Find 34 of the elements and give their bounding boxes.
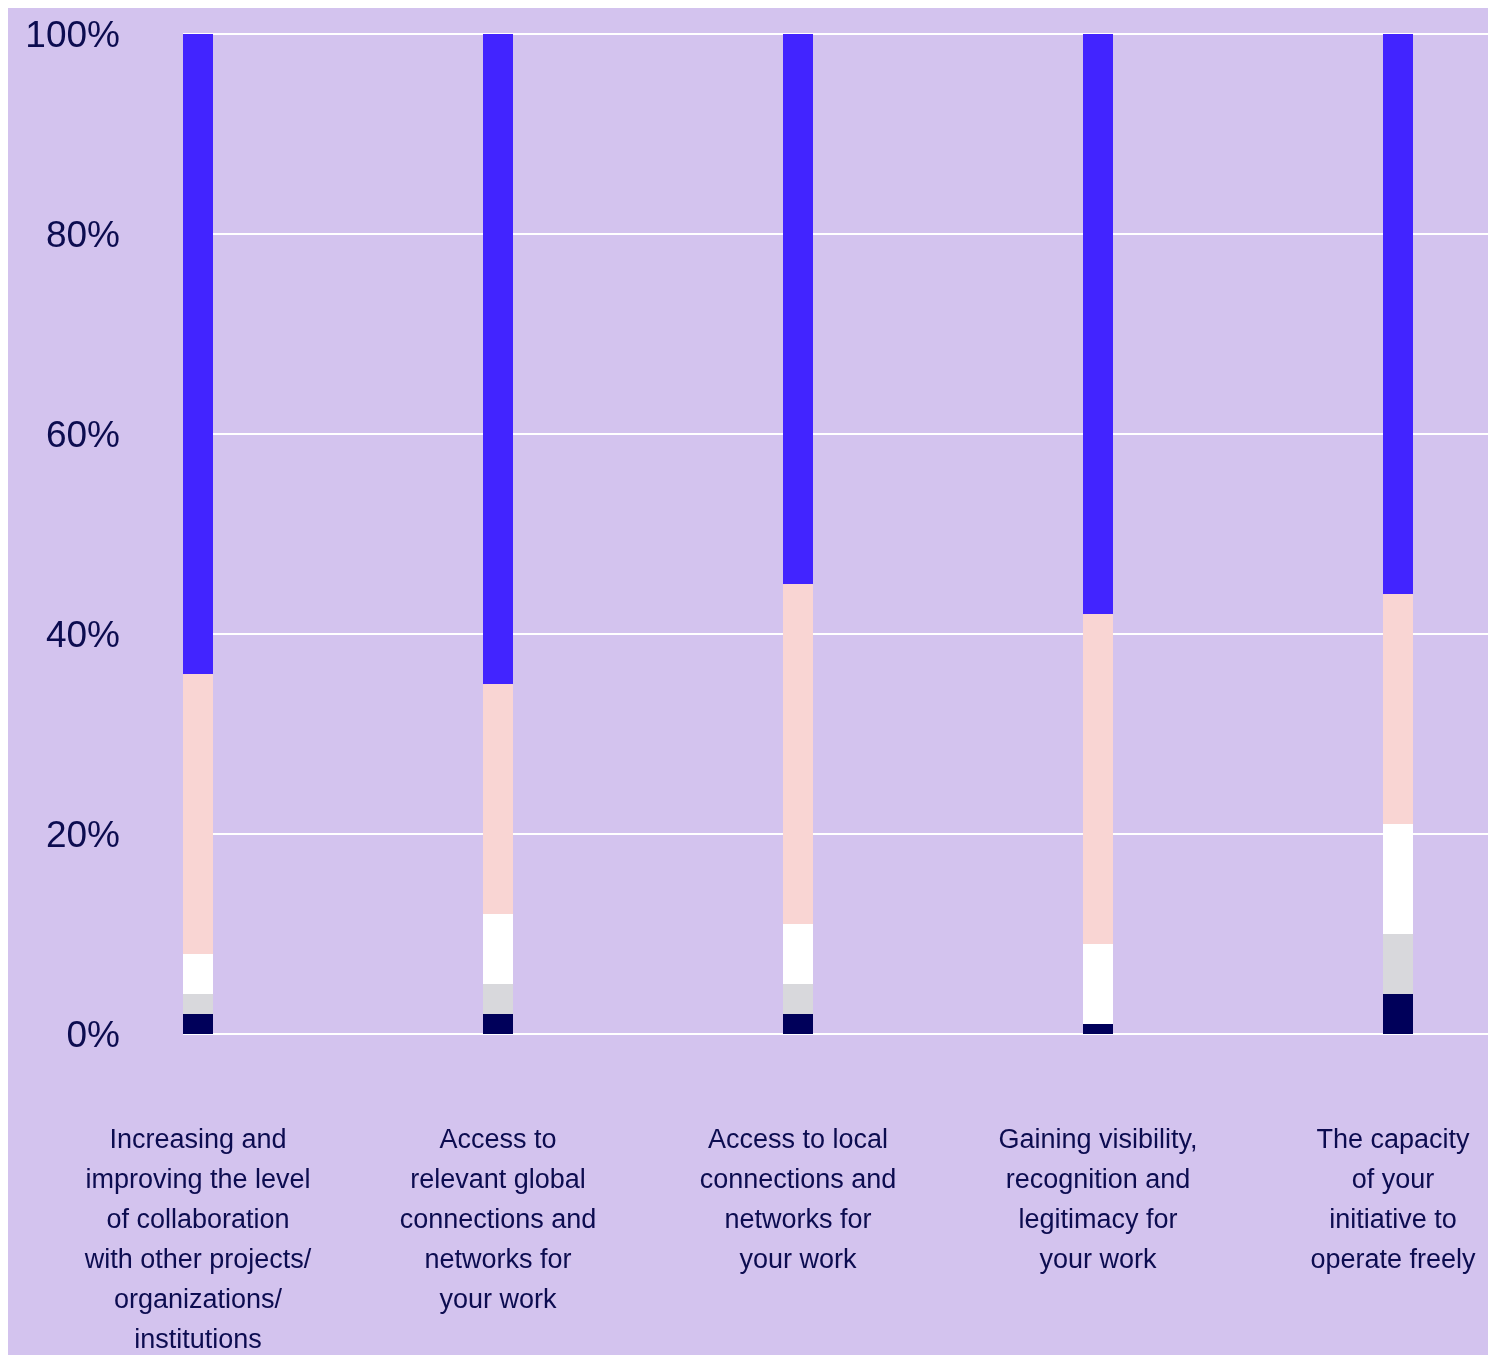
x-tick-label: Access to local connections and networks for your work xyxy=(699,1124,897,1274)
x-tick-label: Increasing and improving the level of collaboration with other projects/ organizations/ institutions xyxy=(83,1124,312,1354)
bar xyxy=(483,34,513,684)
bar xyxy=(483,684,513,914)
y-tick-label: 20% xyxy=(45,813,120,855)
bar xyxy=(1083,34,1113,614)
bar xyxy=(483,1014,513,1034)
bar xyxy=(783,924,813,984)
bar xyxy=(183,994,213,1014)
y-tick-label: 80% xyxy=(45,213,120,255)
bar xyxy=(1083,1024,1113,1034)
bar xyxy=(483,984,513,1014)
y-tick-label: 40% xyxy=(45,613,120,655)
y-tick-label: 100% xyxy=(25,13,120,55)
bar xyxy=(183,954,213,994)
bar xyxy=(483,914,513,984)
bar xyxy=(1083,614,1113,944)
bar xyxy=(183,1014,213,1034)
bar xyxy=(1383,934,1413,994)
y-tick-label: 0% xyxy=(66,1013,120,1055)
bar xyxy=(1083,944,1113,1024)
bar xyxy=(783,984,813,1014)
bar xyxy=(183,674,213,954)
bar xyxy=(783,1014,813,1034)
bar xyxy=(1383,994,1413,1034)
x-tick-label: The capacity of your initiative to operate freely xyxy=(1310,1124,1477,1274)
bar xyxy=(783,584,813,924)
bar xyxy=(1383,34,1413,594)
bar xyxy=(1383,594,1413,824)
x-tick-label: Access to relevant global connections and networks for your work xyxy=(399,1124,597,1314)
bar xyxy=(183,34,213,674)
bar xyxy=(783,34,813,584)
x-tick-label: Gaining visibility, recognition and legitimacy for your work xyxy=(998,1124,1198,1274)
y-tick-label: 60% xyxy=(45,413,120,455)
